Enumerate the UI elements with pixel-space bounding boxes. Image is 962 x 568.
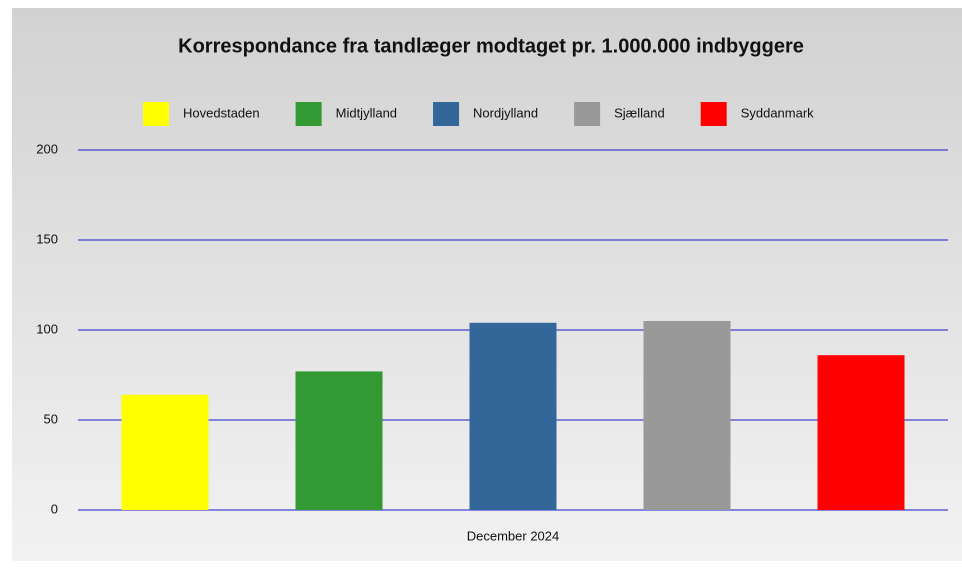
legend-swatch [574, 102, 601, 126]
legend-label: Syddanmark [741, 105, 814, 120]
legend-label: Nordjylland [473, 105, 538, 120]
legend-label: Sjælland [614, 105, 665, 120]
y-tick-label: 50 [44, 411, 58, 426]
bar [643, 321, 731, 510]
legend-swatch [295, 102, 322, 126]
y-tick-label: 150 [36, 231, 58, 246]
legend-swatch [143, 102, 169, 126]
chart-title: Korrespondance fra tandlæger modtaget pr… [178, 35, 804, 57]
bar [295, 371, 383, 510]
legend-label: Midtjylland [336, 105, 397, 120]
x-tick-label: December 2024 [467, 528, 560, 543]
bar [469, 322, 557, 510]
y-tick-label: 200 [36, 141, 58, 156]
bar [121, 394, 209, 510]
bar [817, 355, 905, 510]
legend-swatch [433, 102, 460, 126]
y-tick-label: 100 [36, 321, 58, 336]
legend-label: Hovedstaden [183, 105, 260, 120]
y-tick-label: 0 [51, 501, 58, 516]
legend-swatch [700, 102, 727, 126]
